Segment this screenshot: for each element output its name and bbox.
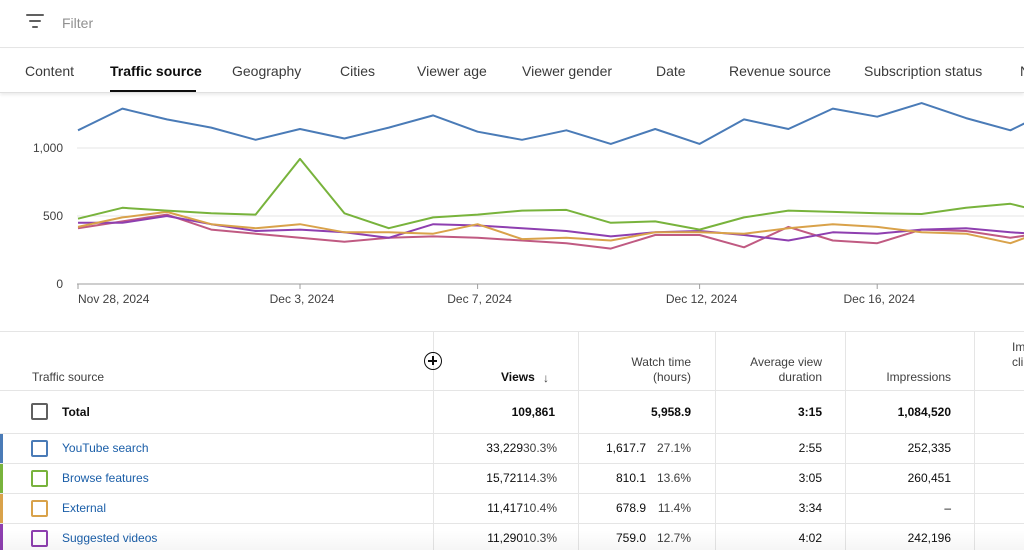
row-checkbox-browse-features[interactable] [31, 470, 48, 487]
tab-cities[interactable]: Cities [340, 63, 376, 79]
row-average-view-duration: 3:34 [798, 501, 822, 515]
row-label-browse-features[interactable]: Browse features [62, 471, 149, 485]
x-tick-label: Dec 7, 2024 [447, 292, 512, 306]
x-tick-label: Dec 12, 2024 [666, 292, 738, 306]
row-label-external[interactable]: External [62, 501, 107, 515]
row-watch-time: 1,617.7 [605, 441, 646, 455]
row-average-view-duration: 3:05 [798, 471, 822, 485]
tab-geography[interactable]: Geography [232, 63, 302, 79]
row-watch-pct: 12.7% [656, 531, 691, 545]
x-tick-label: Nov 28, 2024 [78, 292, 150, 306]
row-watch-time: 678.9 [615, 501, 646, 515]
row-watch-time: 810.1 [615, 471, 646, 485]
add-column-icon[interactable] [424, 352, 442, 370]
header-watch-time[interactable]: Watch time (hours) [631, 355, 691, 384]
active-tab-indicator [110, 90, 196, 92]
tab-content[interactable]: Content [25, 63, 75, 79]
total-views: 109,861 [511, 405, 555, 419]
tab-date[interactable]: Date [656, 63, 686, 79]
header-average-view-duration[interactable]: Average view duration [750, 355, 822, 384]
row-views: 11,417 [487, 501, 523, 515]
row-views-pct: 10.3% [523, 531, 558, 545]
row-checkbox-suggested-videos[interactable] [31, 530, 48, 547]
tab-viewer-age[interactable]: Viewer age [417, 63, 487, 79]
header-views[interactable]: Views [501, 370, 535, 384]
row-views-pct: 10.4% [523, 501, 558, 515]
row-views: 15,721 [486, 471, 523, 485]
row-watch-pct: 27.1% [656, 441, 691, 455]
traffic-source-table: Traffic source Views ↓ Watch time (hours)… [0, 331, 1024, 550]
total-checkbox[interactable] [31, 403, 48, 420]
series-line-other [77, 213, 1024, 250]
y-tick-label: 0 [56, 277, 63, 291]
series-line-youtube-search [77, 102, 1024, 145]
series-line-external [77, 210, 1024, 245]
row-views: 11,290 [487, 531, 523, 545]
row-impressions: 260,451 [907, 471, 951, 485]
row-watch-pct: 11.4% [657, 501, 691, 515]
total-label: Total [62, 405, 90, 419]
row-watch-pct: 13.6% [656, 471, 691, 485]
row-views: 33,229 [486, 441, 523, 455]
tab-next-cut[interactable]: N [1020, 63, 1024, 79]
row-views-pct: 14.3% [523, 471, 558, 485]
row-color-bar [0, 524, 3, 550]
traffic-line-chart: 0 500 1,000 Nov 28, 2024 Dec 3, 2024 Dec 7, 2… [33, 102, 1024, 306]
tab-subscription-status[interactable]: Subscription status [864, 63, 983, 79]
total-watch-time: 5,958.9 [650, 405, 691, 419]
header-traffic-source: Traffic source [32, 370, 105, 384]
row-average-view-duration: 4:02 [798, 531, 822, 545]
y-tick-label: 500 [43, 209, 63, 223]
filter-bar: Filter [0, 0, 1024, 48]
row-color-bar [0, 434, 3, 463]
filter-input[interactable]: Filter [62, 15, 94, 31]
row-views-pct: 30.3% [523, 441, 558, 455]
filter-icon[interactable] [26, 14, 46, 32]
row-impressions: – [944, 501, 951, 515]
row-color-bar [0, 494, 3, 523]
header-impressions[interactable]: Impressions [886, 370, 951, 384]
total-average-view-duration: 3:15 [797, 405, 822, 419]
row-impressions: 252,335 [907, 441, 951, 455]
report-tabs: Content Traffic source Geography Cities … [0, 49, 1024, 93]
row-checkbox-external[interactable] [31, 500, 48, 517]
x-tick-label: Dec 3, 2024 [270, 292, 335, 306]
row-label-youtube-search[interactable]: YouTube search [62, 441, 149, 455]
tab-revenue-source[interactable]: Revenue source [729, 63, 831, 79]
total-impressions: 1,084,520 [897, 405, 951, 419]
series-line-suggested-videos [78, 215, 1024, 242]
row-watch-time: 759.0 [615, 531, 646, 545]
tab-traffic-source[interactable]: Traffic source [110, 63, 202, 79]
row-checkbox-youtube-search[interactable] [31, 440, 48, 457]
y-tick-label: 1,000 [33, 141, 63, 155]
header-impressions-ctr-cut[interactable]: Im cli [1012, 340, 1024, 369]
x-tick-label: Dec 16, 2024 [844, 292, 916, 306]
tab-viewer-gender[interactable]: Viewer gender [522, 63, 613, 79]
row-label-suggested-videos[interactable]: Suggested videos [62, 531, 158, 545]
sort-descending-icon[interactable]: ↓ [543, 371, 549, 385]
series-line-browse-features [77, 157, 1024, 231]
row-impressions: 242,196 [907, 531, 951, 545]
row-color-bar [0, 464, 3, 493]
row-average-view-duration: 2:55 [798, 441, 822, 455]
